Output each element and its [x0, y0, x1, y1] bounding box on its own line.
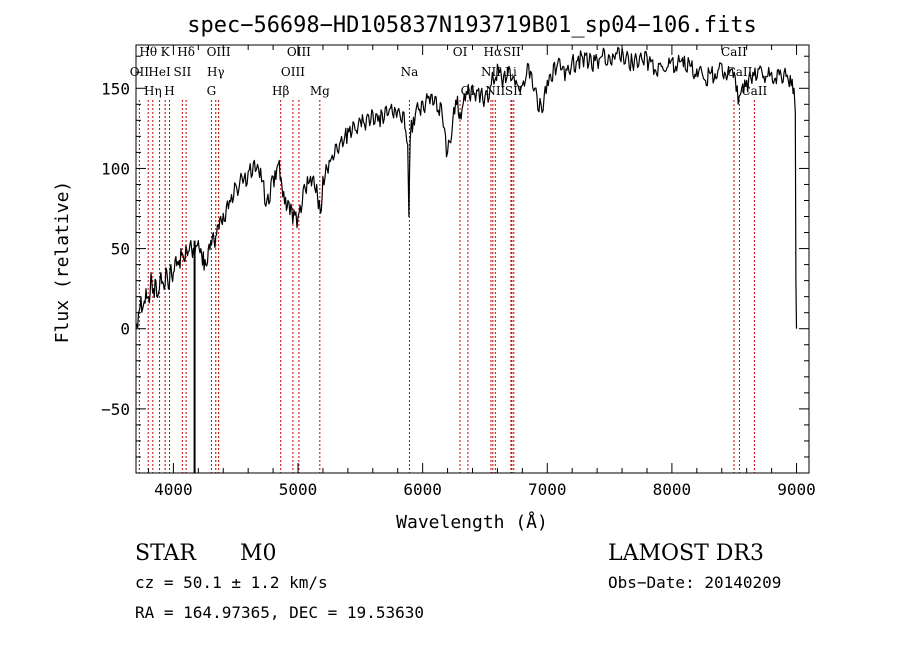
spectral-line-label: HeI	[148, 65, 171, 79]
spectral-line-label: Hβ	[272, 84, 289, 98]
spectral-line-label: K	[161, 45, 171, 59]
plot-frame	[135, 44, 810, 474]
spectral-line-label: Hη	[144, 84, 162, 98]
spectral-line-label: Mg	[310, 84, 330, 98]
x-axis-ticks: 4000 5000 6000 7000 8000 9000	[147, 45, 816, 499]
spectral-line-label: Hγ	[207, 65, 225, 79]
spectral-line-label: SII	[503, 45, 521, 59]
spectral-line-labels: HθOIIHηHeIKHSIIHδGHγOIIIHβOIIIOIIIMgNaOI…	[130, 45, 768, 98]
y-axis-ticks: −50 0 50 100 150	[101, 55, 809, 458]
object-class: STAR	[135, 541, 197, 566]
spectral-line-label: Hθ	[139, 45, 157, 59]
y-tick-label: 150	[101, 79, 130, 98]
spectral-line-label: Hδ	[177, 45, 195, 59]
spectral-line-label: G	[207, 84, 217, 98]
spectral-line-label: Li	[505, 65, 517, 79]
chart-title: spec−56698−HD105837N193719B01_sp04−106.f…	[187, 13, 757, 38]
y-tick-label: 50	[111, 240, 130, 259]
spectral-line-label: Na	[401, 65, 419, 79]
x-tick-label: 4000	[154, 480, 193, 499]
y-tick-label: −50	[101, 400, 130, 419]
x-tick-label: 9000	[777, 480, 816, 499]
spectral-line-label: OIII	[287, 45, 311, 59]
survey-name: LAMOST DR3	[608, 541, 764, 566]
y-tick-label: 0	[120, 320, 130, 339]
x-tick-label: 6000	[403, 480, 442, 499]
spectral-line-label: OIII	[207, 45, 231, 59]
spectral-line-label: OIII	[281, 65, 305, 79]
x-axis-label: Wavelength (Å)	[396, 511, 548, 533]
x-tick-label: 7000	[528, 480, 567, 499]
object-subclass: M0	[240, 541, 277, 566]
flux-series-line	[135, 46, 798, 329]
spectral-line-label: Hα	[484, 45, 503, 59]
redshift-value: cz = 50.1 ± 1.2 km/s	[135, 573, 328, 592]
x-tick-label: 5000	[279, 480, 318, 499]
spectral-line-label: NII	[481, 65, 501, 79]
y-tick-label: 100	[101, 159, 130, 178]
y-axis-label: Flux (relative)	[52, 181, 73, 344]
spectral-line-label: H	[164, 84, 174, 98]
spectral-line-label: CaII	[721, 45, 747, 59]
spectral-line-label: SII	[174, 65, 192, 79]
ra-dec-coords: RA = 164.97365, DEC = 19.53630	[135, 603, 424, 622]
spectral-line-label: OI	[453, 45, 468, 59]
obs-date: Obs−Date: 20140209	[608, 573, 781, 592]
x-tick-label: 8000	[653, 480, 692, 499]
